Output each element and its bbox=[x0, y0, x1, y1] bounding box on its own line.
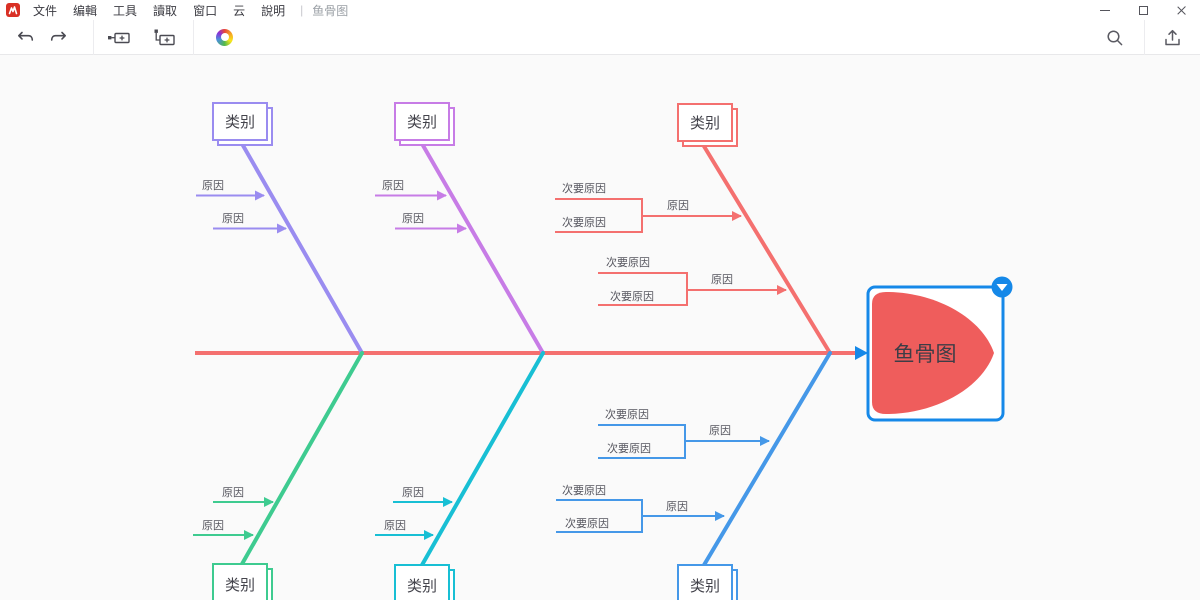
undo-icon bbox=[18, 31, 34, 41]
toolbar bbox=[0, 19, 1200, 55]
secondary-cause-label[interactable]: 次要原因 bbox=[562, 215, 606, 229]
diagram-canvas[interactable]: 原因 原因 类别 原因 原因 类别 次要原因 次要原因 原因 bbox=[0, 55, 1200, 600]
category-box[interactable] bbox=[677, 564, 733, 600]
search-icon bbox=[1107, 29, 1123, 45]
secondary-cause-label[interactable]: 次要原因 bbox=[562, 483, 606, 497]
branch-line bbox=[700, 141, 832, 355]
branch-line bbox=[240, 351, 364, 566]
add-topic-icon bbox=[108, 32, 130, 43]
cause-label[interactable]: 原因 bbox=[382, 179, 404, 192]
secondary-cause-label[interactable]: 次要原因 bbox=[605, 407, 649, 421]
title-bar: 文件 编輯 工具 讀取 窗口 云 說明 | 鱼骨图 bbox=[0, 0, 1200, 20]
undo-button[interactable] bbox=[17, 31, 34, 44]
secondary-cause-label[interactable]: 次要原因 bbox=[606, 255, 650, 269]
secondary-cause-label[interactable]: 次要原因 bbox=[565, 516, 609, 530]
toolbar-separator bbox=[93, 19, 94, 55]
category-label[interactable]: 类别 bbox=[225, 577, 255, 594]
head-node[interactable]: 鱼骨图 bbox=[855, 276, 1013, 422]
export-share-icon bbox=[1165, 29, 1180, 45]
close-icon bbox=[1176, 5, 1187, 16]
theme-color-button[interactable] bbox=[216, 28, 233, 46]
toolbar-separator bbox=[1144, 20, 1145, 55]
category-box[interactable] bbox=[394, 564, 450, 600]
category-label[interactable]: 类别 bbox=[225, 114, 255, 131]
add-subtopic-icon bbox=[154, 29, 175, 45]
toolbar-right bbox=[1106, 20, 1200, 55]
close-button[interactable] bbox=[1162, 0, 1200, 20]
chevron-down-icon bbox=[996, 284, 1008, 291]
app-logo-icon bbox=[6, 3, 20, 17]
category-box[interactable] bbox=[212, 563, 268, 600]
cause-label[interactable]: 原因 bbox=[384, 519, 406, 532]
cause-label[interactable]: 原因 bbox=[202, 519, 224, 532]
category-box[interactable] bbox=[677, 103, 733, 142]
menu-window[interactable]: 窗口 bbox=[193, 3, 218, 18]
branch-line bbox=[420, 351, 545, 567]
cause-label[interactable]: 原因 bbox=[402, 212, 424, 225]
category-box[interactable] bbox=[394, 102, 450, 141]
category-box[interactable] bbox=[212, 102, 268, 141]
cause-label[interactable]: 原因 bbox=[666, 500, 688, 513]
branch-top-middle: 原因 原因 类别 bbox=[375, 102, 545, 355]
category-label[interactable]: 类别 bbox=[407, 114, 437, 131]
cause-label[interactable]: 原因 bbox=[222, 486, 244, 499]
menu-edit[interactable]: 编輯 bbox=[73, 3, 98, 18]
add-topic-button[interactable] bbox=[107, 30, 131, 45]
spine-arrowhead bbox=[855, 346, 868, 360]
cause-label[interactable]: 原因 bbox=[711, 273, 733, 286]
branch-bottom-right: 次要原因 次要原因 原因 次要原因 次要原因 原因 类别 bbox=[556, 351, 832, 600]
cause-label[interactable]: 原因 bbox=[222, 212, 244, 225]
branch-top-left: 原因 原因 类别 bbox=[196, 102, 364, 355]
head-label[interactable]: 鱼骨图 bbox=[894, 343, 957, 366]
branch-bottom-middle: 原因 原因 类别 bbox=[375, 351, 545, 600]
branch-line bbox=[239, 140, 364, 355]
export-button[interactable] bbox=[1164, 29, 1181, 47]
category-label[interactable]: 类别 bbox=[407, 578, 437, 595]
category-label[interactable]: 类别 bbox=[690, 115, 720, 132]
minimize-button[interactable] bbox=[1086, 0, 1124, 20]
window-controls bbox=[1086, 0, 1200, 20]
search-button[interactable] bbox=[1106, 29, 1124, 47]
secondary-cause-label[interactable]: 次要原因 bbox=[610, 289, 654, 303]
cause-label[interactable]: 原因 bbox=[667, 199, 689, 212]
branch-line bbox=[702, 351, 832, 567]
add-subtopic-button[interactable] bbox=[152, 29, 176, 46]
menu-bar: 文件 编輯 工具 讀取 窗口 云 說明 bbox=[33, 2, 285, 19]
menu-cloud[interactable]: 云 bbox=[233, 3, 246, 18]
secondary-cause-label[interactable]: 次要原因 bbox=[607, 441, 651, 455]
category-label[interactable]: 类别 bbox=[690, 578, 720, 595]
branch-line bbox=[419, 140, 545, 355]
document-title: 鱼骨图 bbox=[312, 3, 349, 18]
maximize-icon bbox=[1138, 5, 1148, 15]
fishbone-diagram: 原因 原因 类别 原因 原因 类别 次要原因 次要原因 原因 bbox=[193, 102, 1013, 600]
toolbar-separator bbox=[193, 19, 194, 55]
minimize-icon bbox=[1100, 9, 1110, 11]
cause-label[interactable]: 原因 bbox=[202, 179, 224, 192]
menu-read[interactable]: 讀取 bbox=[153, 3, 178, 18]
maximize-button[interactable] bbox=[1124, 0, 1162, 20]
redo-button[interactable] bbox=[50, 31, 67, 44]
branch-top-right: 次要原因 次要原因 原因 次要原因 次要原因 原因 类别 bbox=[555, 103, 832, 355]
redo-icon bbox=[50, 31, 66, 41]
menu-file[interactable]: 文件 bbox=[33, 3, 58, 18]
secondary-cause-label[interactable]: 次要原因 bbox=[562, 181, 606, 195]
fish-head-shape[interactable] bbox=[872, 292, 994, 414]
color-wheel-icon bbox=[216, 28, 233, 46]
menu-tools[interactable]: 工具 bbox=[113, 3, 138, 18]
title-separator: | bbox=[300, 3, 304, 17]
cause-label[interactable]: 原因 bbox=[709, 424, 731, 437]
branch-bottom-left: 原因 原因 类别 bbox=[193, 351, 364, 600]
cause-label[interactable]: 原因 bbox=[402, 486, 424, 499]
menu-help[interactable]: 說明 bbox=[261, 3, 286, 18]
